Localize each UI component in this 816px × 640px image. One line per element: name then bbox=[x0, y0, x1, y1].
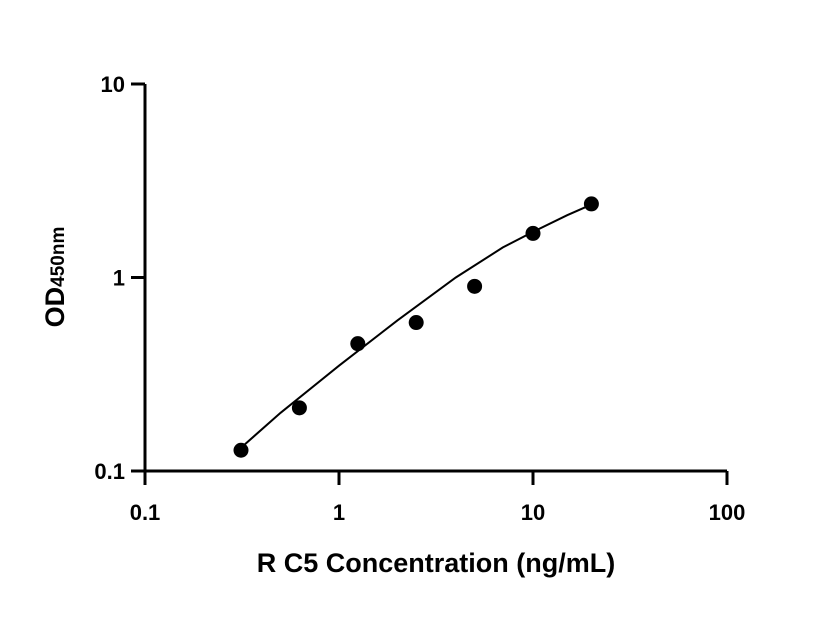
y-axis-title: OD450nm bbox=[40, 227, 70, 328]
data-point bbox=[408, 315, 424, 331]
data-points bbox=[233, 196, 599, 458]
x-axis-title: R C5 Concentration (ng/mL) bbox=[257, 548, 616, 578]
data-point bbox=[291, 400, 307, 416]
data-point bbox=[525, 225, 541, 241]
x-tick-labels: 0.1 1 10 100 bbox=[130, 500, 746, 525]
x-tick-label: 10 bbox=[521, 500, 545, 525]
fit-curve bbox=[240, 203, 592, 449]
y-ticks bbox=[131, 82, 145, 473]
x-tick-label: 0.1 bbox=[130, 500, 161, 525]
y-tick-label: 10 bbox=[101, 72, 125, 97]
data-point bbox=[583, 196, 599, 212]
y-tick-label: 0.1 bbox=[94, 459, 125, 484]
data-point bbox=[467, 278, 483, 294]
y-axis-title-main: OD bbox=[40, 287, 70, 328]
y-tick-label: 1 bbox=[113, 266, 125, 291]
y-axis-title-subscript: 450nm bbox=[48, 227, 69, 287]
data-point bbox=[350, 336, 366, 352]
y-tick-labels: 0.1 1 10 bbox=[94, 72, 125, 484]
x-tick-label: 1 bbox=[333, 500, 345, 525]
x-tick-label: 100 bbox=[709, 500, 746, 525]
axes bbox=[143, 84, 727, 473]
data-point bbox=[233, 442, 249, 458]
x-ticks bbox=[143, 471, 729, 485]
